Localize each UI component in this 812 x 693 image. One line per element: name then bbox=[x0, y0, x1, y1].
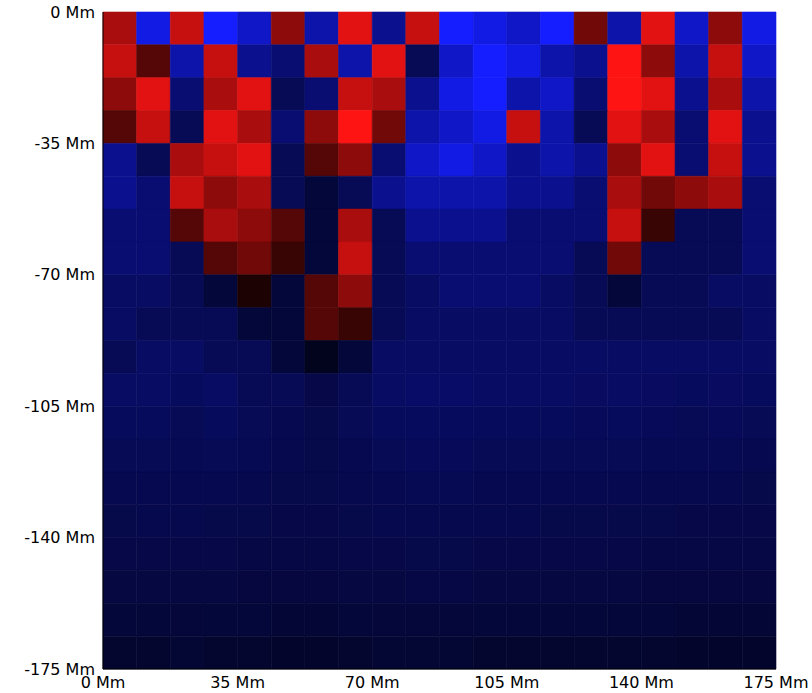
svg-text:-140 Mm: -140 Mm bbox=[24, 528, 95, 547]
svg-text:0 Mm: 0 Mm bbox=[50, 3, 95, 22]
svg-text:175 Mm: 175 Mm bbox=[743, 673, 808, 692]
svg-text:35 Mm: 35 Mm bbox=[210, 673, 265, 692]
svg-text:105 Mm: 105 Mm bbox=[474, 673, 539, 692]
svg-text:-70 Mm: -70 Mm bbox=[34, 265, 95, 284]
svg-text:70 Mm: 70 Mm bbox=[345, 673, 400, 692]
svg-text:0 Mm: 0 Mm bbox=[80, 673, 126, 693]
svg-text:-175 Mm: -175 Mm bbox=[24, 660, 95, 679]
svg-text:-105 Mm: -105 Mm bbox=[24, 397, 95, 416]
svg-text:140 Mm: 140 Mm bbox=[609, 673, 674, 692]
svg-text:-35 Mm: -35 Mm bbox=[34, 134, 95, 153]
